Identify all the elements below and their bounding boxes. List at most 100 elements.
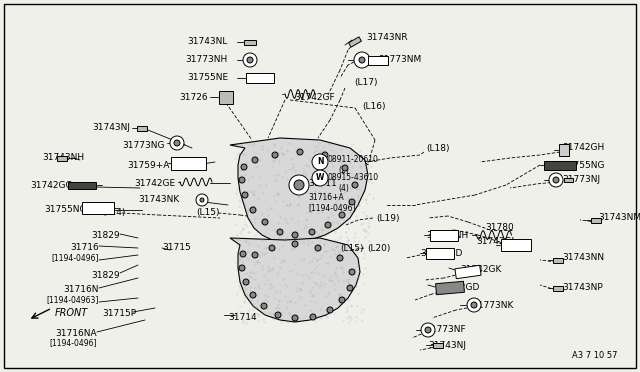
Text: 31773NM: 31773NM [378,55,421,64]
Text: 31711: 31711 [308,179,337,187]
Circle shape [553,177,559,183]
Text: 31716N: 31716N [63,285,99,295]
Polygon shape [244,39,256,45]
Text: (4): (4) [338,183,349,192]
Text: 31829: 31829 [92,231,120,240]
Polygon shape [553,257,563,263]
Text: 31743NN: 31743NN [562,253,604,263]
Circle shape [327,307,333,313]
Circle shape [312,154,328,170]
Polygon shape [230,138,368,242]
Circle shape [292,315,298,321]
Circle shape [325,222,331,228]
Text: 31773NK: 31773NK [472,301,513,310]
Text: 31755ND: 31755ND [420,248,462,257]
Polygon shape [137,125,147,131]
Text: (2): (2) [338,166,349,174]
Circle shape [289,175,309,195]
Circle shape [471,302,477,308]
Polygon shape [433,343,443,347]
Text: 08911-20610: 08911-20610 [328,155,379,164]
Polygon shape [82,202,114,214]
Text: 31715P: 31715P [102,308,136,317]
Circle shape [310,314,316,320]
Circle shape [239,177,245,183]
Circle shape [272,152,278,158]
Text: (L17): (L17) [354,78,378,87]
Polygon shape [436,281,465,295]
Circle shape [297,149,303,155]
Text: W: W [316,173,324,183]
Circle shape [339,297,345,303]
Text: 31714: 31714 [228,314,257,323]
Circle shape [292,241,298,247]
Text: FRONT: FRONT [55,308,88,318]
Polygon shape [170,157,205,170]
Polygon shape [230,238,360,322]
Circle shape [252,252,258,258]
Circle shape [250,292,256,298]
Circle shape [349,199,355,205]
Circle shape [315,245,321,251]
Polygon shape [219,90,233,103]
Text: 31755NC: 31755NC [44,205,86,215]
Circle shape [275,312,281,318]
Polygon shape [246,73,274,83]
Text: 31742GC: 31742GC [30,180,72,189]
Polygon shape [559,144,569,156]
Polygon shape [426,247,454,259]
Text: 31829: 31829 [92,270,120,279]
Text: 31743NM: 31743NM [598,214,640,222]
Text: 31755NE: 31755NE [187,74,228,83]
Text: 31715: 31715 [162,244,191,253]
Circle shape [294,180,304,190]
Circle shape [240,251,246,257]
Circle shape [242,192,248,198]
Polygon shape [553,285,563,291]
Text: [1194-0496]: [1194-0496] [51,253,99,263]
Text: 08915-43610: 08915-43610 [328,173,379,183]
Text: A3 7 10 57: A3 7 10 57 [573,350,618,359]
Circle shape [309,229,315,235]
Text: 31716: 31716 [70,244,99,253]
Polygon shape [591,218,601,222]
Text: (L14): (L14) [102,208,126,218]
Text: 31716+A: 31716+A [308,193,344,202]
Text: 31742GF: 31742GF [294,93,335,102]
Text: 31742GH: 31742GH [562,144,604,153]
Circle shape [349,269,355,275]
Text: (L19): (L19) [376,214,399,222]
Text: 31759+A: 31759+A [127,160,170,170]
Text: N: N [317,157,323,167]
Circle shape [243,53,257,67]
Text: (L18): (L18) [426,144,449,153]
Text: 31743NJ: 31743NJ [428,340,466,350]
Text: 31716NA: 31716NA [56,328,97,337]
Polygon shape [430,230,458,241]
Text: 31773NH: 31773NH [186,55,228,64]
Circle shape [425,327,431,333]
Text: 31743NH: 31743NH [42,154,84,163]
Text: 31742GE: 31742GE [134,179,175,187]
Polygon shape [455,265,481,279]
Circle shape [467,298,481,312]
Circle shape [322,152,328,158]
Text: 31742GD: 31742GD [437,283,479,292]
Circle shape [261,303,267,309]
Polygon shape [349,37,362,47]
Text: 31773NJ: 31773NJ [562,176,600,185]
Text: 31755NG: 31755NG [562,160,605,170]
Circle shape [352,182,358,188]
Text: (L16): (L16) [362,103,385,112]
Text: 31780: 31780 [485,224,514,232]
Text: 31742GK: 31742GK [460,266,501,275]
Circle shape [174,140,180,146]
Text: 31726: 31726 [179,93,208,102]
Text: [1194-0496]: [1194-0496] [308,203,355,212]
Circle shape [347,285,353,291]
Polygon shape [57,155,67,160]
Text: 31773NF: 31773NF [425,326,466,334]
Text: 31742GJ: 31742GJ [476,237,514,247]
Circle shape [250,207,256,213]
Polygon shape [501,239,531,251]
